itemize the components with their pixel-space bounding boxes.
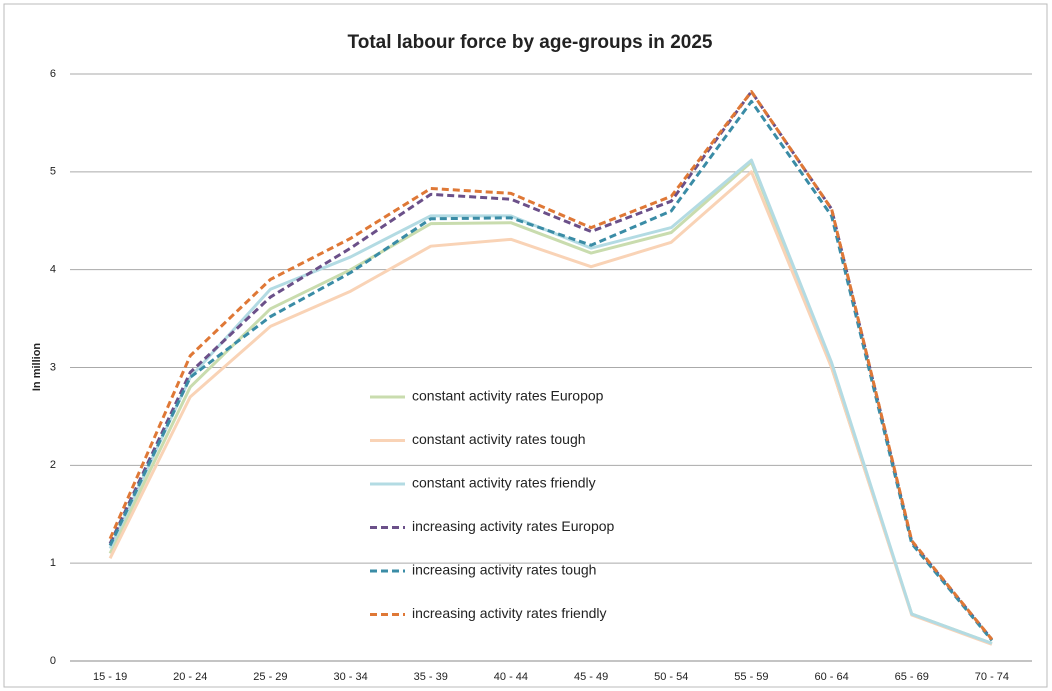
y-axis-label: In million	[31, 343, 43, 392]
y-tick-label: 5	[50, 166, 56, 178]
x-tick-label: 40 - 44	[494, 671, 528, 683]
legend-label: constant activity rates friendly	[412, 475, 596, 491]
legend-label: increasing activity rates friendly	[412, 605, 607, 621]
x-tick-label: 15 - 19	[93, 671, 127, 683]
x-tick-label: 50 - 54	[654, 671, 688, 683]
x-tick-label: 65 - 69	[895, 671, 929, 683]
x-tick-label: 20 - 24	[173, 671, 207, 683]
x-tick-label: 60 - 64	[814, 671, 848, 683]
x-tick-label: 25 - 29	[253, 671, 287, 683]
chart-frame	[3, 3, 1048, 688]
x-tick-label: 35 - 39	[414, 671, 448, 683]
series-line	[108, 90, 994, 641]
x-tick-label: 70 - 74	[975, 671, 1009, 683]
x-tick-label: 45 - 49	[574, 671, 608, 683]
legend-label: constant activity rates tough	[412, 431, 586, 447]
y-tick-label: 2	[50, 459, 56, 471]
y-tick-label: 3	[50, 361, 56, 373]
series-line	[108, 99, 994, 642]
y-tick-label: 4	[50, 264, 56, 276]
y-tick-label: 1	[50, 557, 56, 569]
x-tick-label: 55 - 59	[734, 671, 768, 683]
legend-label: constant activity rates Europop	[412, 388, 604, 404]
legend-label: increasing activity rates Europop	[412, 518, 615, 534]
x-tick-label: 30 - 34	[333, 671, 367, 683]
chart-title: Total labour force by age-groups in 2025	[348, 32, 713, 53]
legend-label: increasing activity rates tough	[412, 562, 596, 578]
series-line	[108, 90, 994, 641]
y-tick-label: 6	[50, 68, 56, 80]
y-tick-label: 0	[50, 655, 56, 667]
